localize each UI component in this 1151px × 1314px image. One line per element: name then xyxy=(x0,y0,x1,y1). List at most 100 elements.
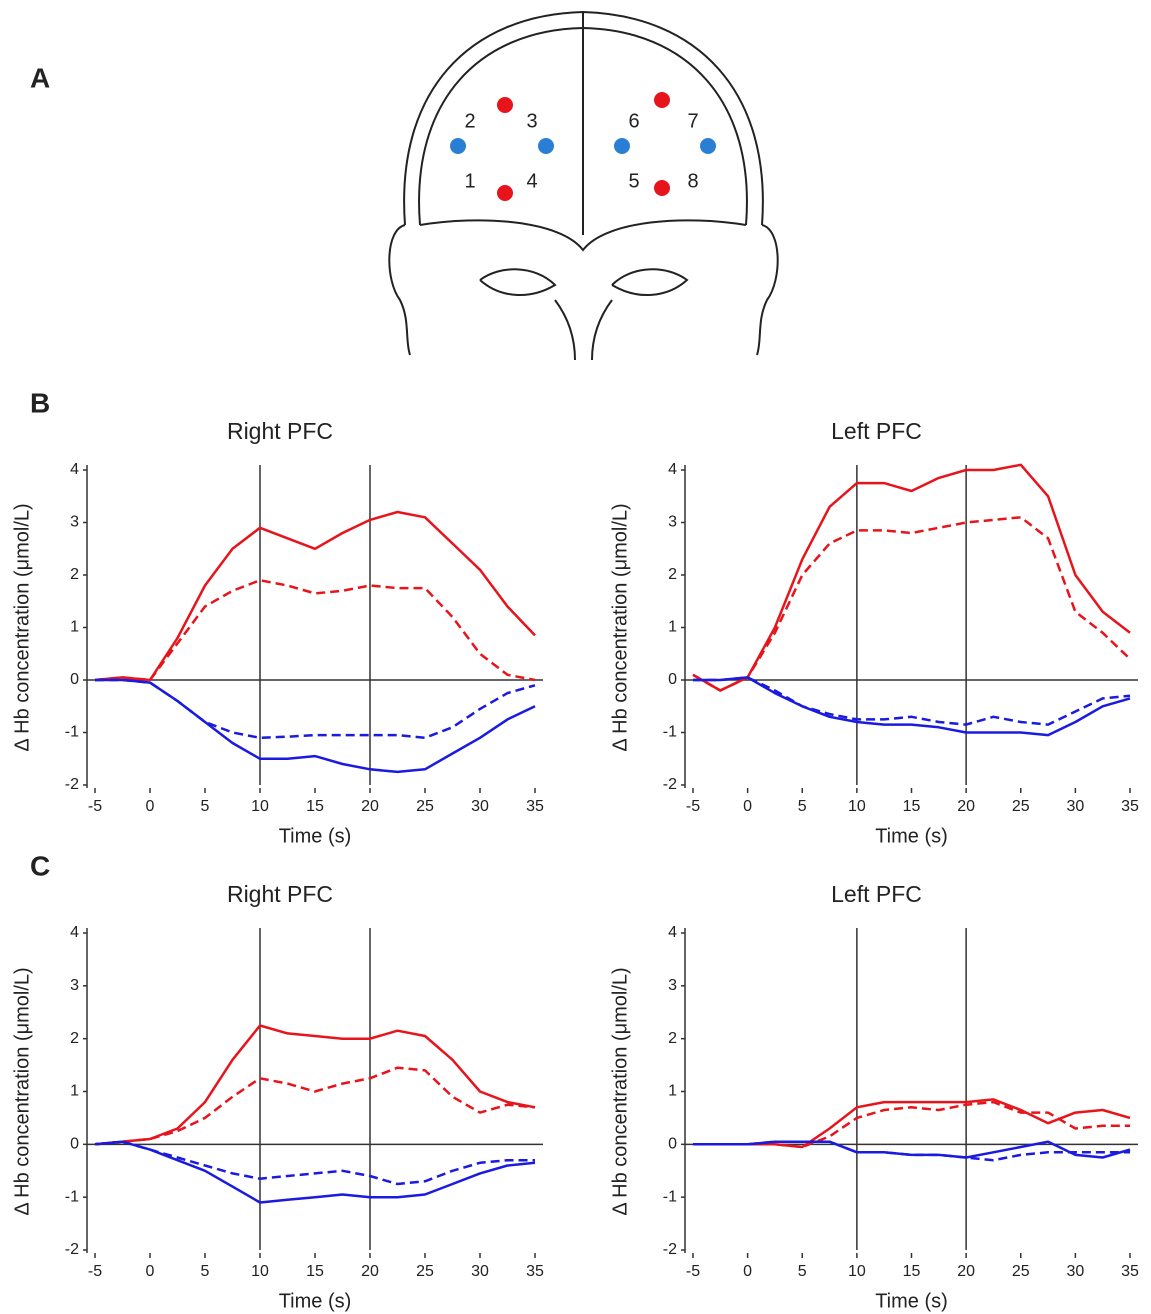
x-axis-label: Time (s) xyxy=(875,1290,948,1312)
x-tick-label: 35 xyxy=(526,798,544,815)
x-tick-label: -5 xyxy=(88,798,102,815)
y-tick-label: -1 xyxy=(663,724,677,741)
data-line xyxy=(94,579,536,682)
x-axis-label: Time (s) xyxy=(279,825,352,847)
y-tick-label: 3 xyxy=(668,977,677,994)
left-eye xyxy=(479,268,557,296)
x-tick-label: 5 xyxy=(798,1263,807,1280)
x-tick-label: 0 xyxy=(146,1263,155,1280)
chart-title: Left PFC xyxy=(831,881,922,907)
chart-title: Right PFC xyxy=(227,881,333,907)
x-tick-label: 20 xyxy=(361,798,379,815)
y-tick-label: 0 xyxy=(668,1136,677,1153)
x-tick-label: 35 xyxy=(526,1263,544,1280)
data-line xyxy=(94,1024,536,1146)
x-tick-label: 25 xyxy=(416,798,434,815)
panel-label: C xyxy=(30,850,50,881)
channel-label: 1 xyxy=(464,170,475,192)
x-tick-label: 30 xyxy=(1066,798,1084,815)
y-tick-label: 4 xyxy=(70,461,79,478)
emitter xyxy=(497,185,513,201)
y-axis-label: Δ Hb concentration (μmol/L) xyxy=(609,967,631,1215)
x-tick-label: -5 xyxy=(686,798,700,815)
y-tick-label: -2 xyxy=(65,1241,79,1258)
x-tick-label: 35 xyxy=(1121,1263,1139,1280)
x-tick-label: 15 xyxy=(306,798,324,815)
emitter xyxy=(497,97,513,113)
y-tick-label: 1 xyxy=(668,619,677,636)
y-tick-label: -2 xyxy=(663,776,677,793)
x-tick-label: 20 xyxy=(361,1263,379,1280)
y-tick-label: 3 xyxy=(668,514,677,531)
x-tick-label: 5 xyxy=(201,1263,210,1280)
x-tick-label: 0 xyxy=(743,798,752,815)
emitter xyxy=(654,180,670,196)
x-tick-label: 10 xyxy=(848,1263,866,1280)
y-tick-label: 1 xyxy=(70,1083,79,1100)
y-tick-label: 2 xyxy=(668,1030,677,1047)
left-ear xyxy=(388,224,411,356)
data-line xyxy=(693,1140,1130,1162)
y-tick-label: 0 xyxy=(70,671,79,688)
y-axis-label: Δ Hb concentration (μmol/L) xyxy=(11,503,33,751)
y-axis-label: Δ Hb concentration (μmol/L) xyxy=(11,967,33,1215)
x-tick-label: 15 xyxy=(306,1263,324,1280)
detector xyxy=(614,138,630,154)
channel-label: 2 xyxy=(464,110,475,132)
x-tick-label: 30 xyxy=(471,798,489,815)
data-line xyxy=(693,1100,1130,1149)
data-line xyxy=(692,463,1131,692)
y-tick-label: -1 xyxy=(65,1188,79,1205)
x-tick-label: 15 xyxy=(903,1263,921,1280)
channel-label: 3 xyxy=(526,110,537,132)
x-tick-label: 10 xyxy=(848,798,866,815)
x-tick-label: 25 xyxy=(1012,798,1030,815)
head-diagram xyxy=(388,10,779,361)
right-eye xyxy=(611,268,689,296)
x-tick-label: 0 xyxy=(743,1263,752,1280)
x-tick-label: 30 xyxy=(1066,1263,1084,1280)
y-tick-label: -1 xyxy=(663,1188,677,1205)
x-tick-label: 25 xyxy=(1012,1263,1030,1280)
x-tick-label: 10 xyxy=(251,798,269,815)
chart-title: Right PFC xyxy=(227,418,333,444)
x-tick-label: -5 xyxy=(686,1263,700,1280)
channel-label: 4 xyxy=(526,170,537,192)
data-line xyxy=(94,1140,536,1204)
y-tick-label: 4 xyxy=(668,924,677,941)
y-tick-label: 3 xyxy=(70,977,79,994)
y-tick-label: -1 xyxy=(65,724,79,741)
channel-label: 8 xyxy=(687,170,698,192)
data-line xyxy=(693,676,1131,726)
right-ear xyxy=(756,224,779,356)
data-line xyxy=(95,678,536,774)
y-tick-label: 2 xyxy=(668,566,677,583)
channel-label: 5 xyxy=(628,170,639,192)
x-tick-label: 10 xyxy=(251,1263,269,1280)
data-line xyxy=(94,510,536,682)
emitter xyxy=(654,92,670,108)
y-tick-label: 4 xyxy=(70,924,79,941)
detector xyxy=(538,138,554,154)
x-axis-label: Time (s) xyxy=(875,825,948,847)
brow xyxy=(419,219,747,252)
x-axis-label: Time (s) xyxy=(279,1290,352,1312)
y-tick-label: -2 xyxy=(663,1241,677,1258)
chart-title: Left PFC xyxy=(831,418,922,444)
x-tick-label: 25 xyxy=(416,1263,434,1280)
data-line xyxy=(95,678,536,740)
y-tick-label: 1 xyxy=(70,619,79,636)
panel-label: B xyxy=(30,387,50,418)
x-tick-label: 35 xyxy=(1121,798,1139,815)
y-tick-label: 0 xyxy=(668,671,677,688)
x-tick-label: -5 xyxy=(88,1263,102,1280)
detector xyxy=(450,138,466,154)
x-tick-label: 15 xyxy=(903,798,921,815)
data-line xyxy=(693,676,1131,737)
y-axis-label: Δ Hb concentration (μmol/L) xyxy=(609,503,631,751)
y-tick-label: 3 xyxy=(70,514,79,531)
x-tick-label: 0 xyxy=(146,798,155,815)
channel-label: 6 xyxy=(628,110,639,132)
panel-label: A xyxy=(30,62,50,93)
